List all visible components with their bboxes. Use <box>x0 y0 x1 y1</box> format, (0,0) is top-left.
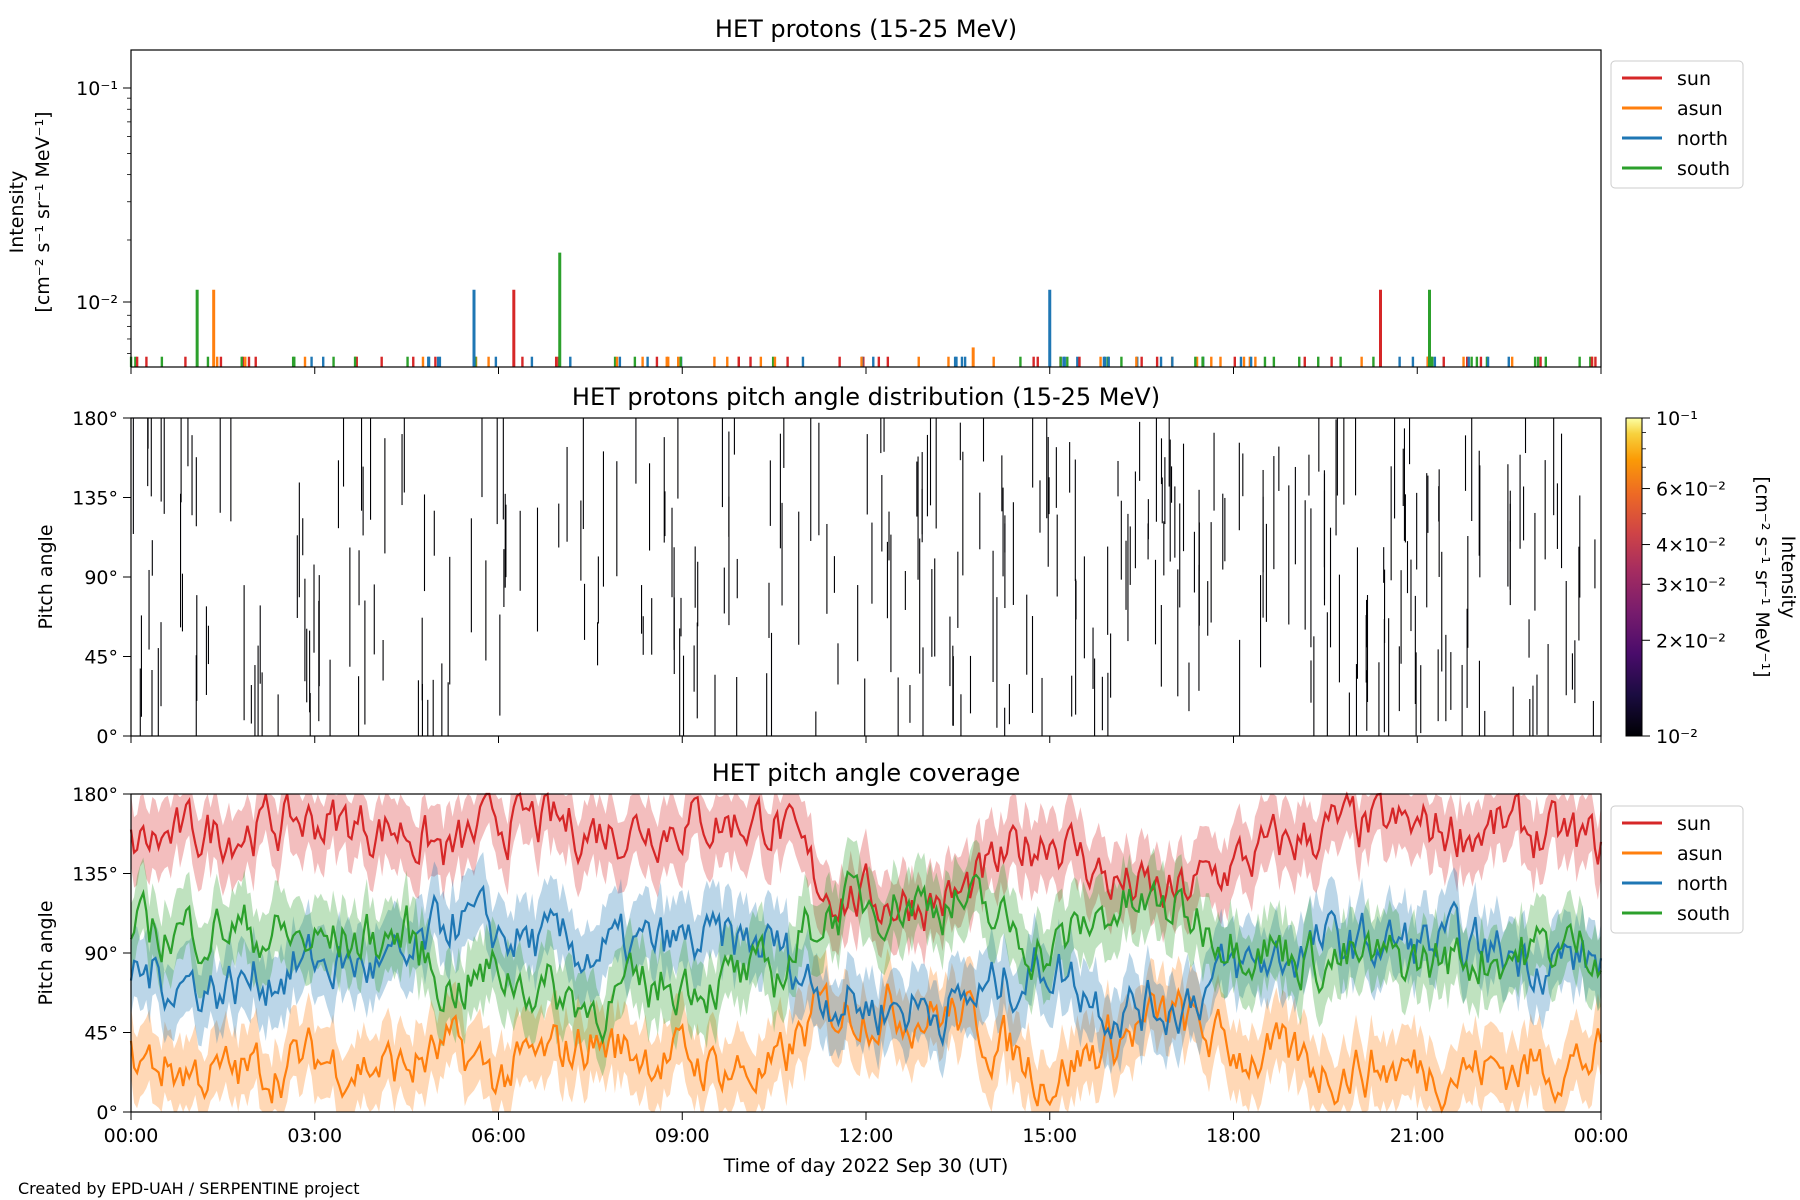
x-tick-label: 12:00 <box>839 1125 894 1147</box>
intensity-ytick-label: 10⁻² <box>76 292 118 314</box>
pad-ytick-label: 90° <box>84 567 118 589</box>
pad-plot-area <box>130 417 1602 737</box>
legend-label-asun: asun <box>1677 843 1723 865</box>
legend-label-asun: asun <box>1677 98 1723 120</box>
coverage-y-axis: 180° 135° 90° 45° 0° <box>72 784 131 1124</box>
legend-label-sun: sun <box>1677 68 1711 90</box>
coverage-ytick-label: 0° <box>96 1102 118 1124</box>
coverage-line-north <box>129 884 1603 1048</box>
colorbar-tick-label: 2×10⁻² <box>1656 630 1726 652</box>
colorbar-tick-label: 10⁻² <box>1656 726 1698 748</box>
coverage-line-asun <box>129 981 1603 1114</box>
legend-label-north: north <box>1677 128 1728 150</box>
coverage-band-north <box>131 852 1601 1079</box>
x-tick-label: 09:00 <box>655 1125 710 1147</box>
intensity-series <box>129 252 1597 367</box>
legend-label-south: south <box>1677 158 1730 180</box>
colorbar-tick-label: 4×10⁻² <box>1656 535 1726 557</box>
colorbar-ticks: 10⁻¹ 6×10⁻² 4×10⁻² 3×10⁻² 2×10⁻² 10⁻² <box>1642 408 1726 748</box>
x-tick-label: 00:00 <box>104 1125 159 1147</box>
pad-colorbar: 10⁻¹ 6×10⁻² 4×10⁻² 3×10⁻² 2×10⁻² 10⁻² Intensi… <box>1625 408 1799 748</box>
colorbar-tick-label: 10⁻¹ <box>1656 408 1698 430</box>
pad-ytick-label: 180° <box>72 408 118 430</box>
credit-note: Created by EPD-UAH / SERPENTINE project <box>18 1179 360 1198</box>
pad-ytick-label: 45° <box>84 647 118 669</box>
pad-ytick-label: 0° <box>96 726 118 748</box>
x-axis-label: Time of day 2022 Sep 30 (UT) <box>723 1155 1009 1177</box>
colorbar-tick-label: 6×10⁻² <box>1656 479 1726 501</box>
coverage-legend: sun asun north south <box>1610 805 1744 934</box>
coverage-line-south <box>129 870 1602 1045</box>
x-tick-label: 03:00 <box>287 1125 342 1147</box>
intensity-ytick-label: 10⁻¹ <box>76 78 118 100</box>
colorbar-label-line1: Intensity <box>1777 536 1799 619</box>
colorbar-gradient <box>1625 417 1643 737</box>
legend-frame <box>1610 60 1744 189</box>
x-tick-label: 15:00 <box>1022 1125 1077 1147</box>
colorbar-label-line2: [cm⁻² s⁻¹ sr⁻¹ MeV⁻¹] <box>1751 476 1773 677</box>
pad-ytick-label: 135° <box>72 488 118 510</box>
legend-label-north: north <box>1677 873 1728 895</box>
intensity-ylabel-line2: [cm⁻² s⁻¹ sr⁻¹ MeV⁻¹] <box>32 111 54 312</box>
coverage-line-sun <box>129 791 1603 932</box>
coverage-series <box>129 791 1603 1114</box>
pad-title: HET protons pitch angle distribution (15… <box>572 383 1160 411</box>
x-tick-label: 18:00 <box>1206 1125 1261 1147</box>
intensity-y-axis: 10⁻¹ 10⁻² <box>76 78 131 354</box>
coverage-plot-area <box>129 791 1603 1114</box>
pad-heatmap <box>132 418 1596 736</box>
x-tick-label: 21:00 <box>1390 1125 1445 1147</box>
colorbar-tick-label: 3×10⁻² <box>1656 574 1726 596</box>
coverage-ytick-label: 45° <box>84 1023 118 1045</box>
intensity-plot-area <box>129 49 1602 368</box>
intensity-ylabel-line1: Intensity <box>6 171 28 254</box>
coverage-ylabel: Pitch angle <box>35 900 57 1005</box>
coverage-ytick-label: 90° <box>84 943 118 965</box>
legend-label-south: south <box>1677 903 1730 925</box>
pad-ylabel: Pitch angle <box>35 524 57 629</box>
pad-axes-frame <box>130 417 1602 737</box>
coverage-band-sun <box>131 794 1601 967</box>
x-tick-label: 00:00 <box>1574 1125 1629 1147</box>
legend-frame <box>1610 805 1744 934</box>
intensity-legend: sun asun north south <box>1610 60 1744 189</box>
legend-label-sun: sun <box>1677 813 1711 835</box>
intensity-title: HET protons (15-25 MeV) <box>715 15 1017 43</box>
x-axis: 00:00 03:00 06:00 09:00 12:00 15:00 18:00 21:00… <box>104 367 1629 1147</box>
coverage-title: HET pitch angle coverage <box>712 759 1020 787</box>
coverage-ytick-label: 135° <box>72 864 118 886</box>
coverage-ytick-label: 180° <box>72 784 118 806</box>
pad-y-axis: 180° 135° 90° 45° 0° <box>72 408 131 748</box>
x-tick-label: 06:00 <box>471 1125 526 1147</box>
